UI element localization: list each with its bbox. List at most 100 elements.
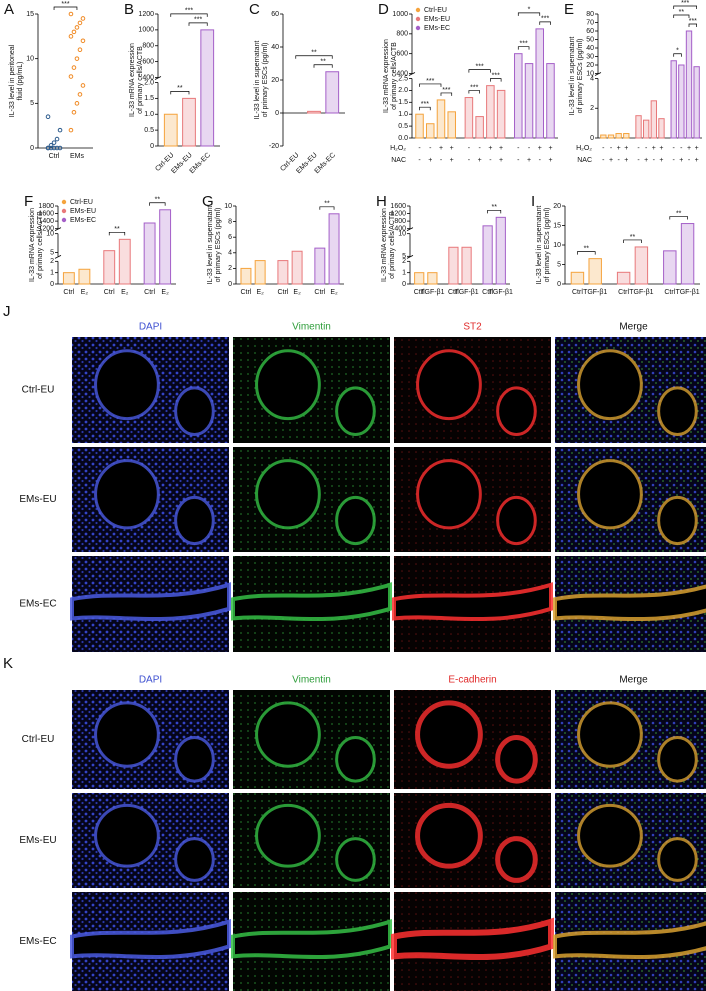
gland-outline (577, 701, 643, 768)
gland-outline (657, 736, 698, 783)
x-tick-label: TGF-β1 (420, 289, 444, 296)
y-tick-label: 5 (402, 253, 406, 260)
panel-letter: A (4, 1, 14, 18)
bar (535, 28, 545, 139)
bar (486, 85, 495, 139)
bar (314, 247, 326, 285)
panel-letter: D (378, 1, 389, 18)
y-tick-label: 0 (30, 145, 34, 152)
significance-bracket (539, 21, 551, 25)
bar (514, 53, 523, 139)
y-axis-label: of primary ESCs (pg/ml) (262, 43, 269, 118)
data-point (77, 47, 83, 53)
legend-swatch (415, 7, 421, 13)
significance-label: *** (470, 84, 478, 91)
x-tick-label: Ctrl (104, 289, 115, 296)
y-tick-label: 0 (50, 281, 54, 288)
treatment-mark: + (624, 145, 628, 152)
treatment-mark: - (673, 145, 676, 152)
y-tick-label: 50 (586, 36, 594, 43)
y-axis-label: IL-33 mRNA expression (383, 39, 390, 113)
treatment-mark: + (478, 157, 482, 164)
legend-label: EMs-EU (424, 16, 450, 23)
y-axis-label: IL-33 level in supernatant (569, 37, 576, 116)
significance-label: * (676, 48, 679, 55)
y-tick-label: 2 (590, 105, 594, 112)
treatment-mark: - (429, 145, 432, 152)
x-tick-label: Ctrl (448, 289, 459, 296)
significance-label: *** (689, 18, 697, 25)
y-tick-label: 10 (553, 242, 561, 249)
axis-break (54, 227, 62, 232)
axis-break (406, 227, 414, 232)
gland-outline (174, 837, 215, 882)
y-axis-label: IL-33 level in supernatant (254, 41, 261, 120)
significance-label: ** (676, 210, 682, 217)
significance-bracket (688, 23, 697, 27)
y-tick-label: 1200 (138, 11, 154, 18)
y-tick-label: 70 (586, 19, 594, 26)
significance-label: *** (426, 78, 434, 85)
panel-letter: B (124, 1, 134, 18)
bar (103, 250, 116, 285)
y-tick-label: 10 (586, 70, 594, 77)
lumen (391, 917, 554, 961)
gland-outline (335, 386, 376, 437)
treatment-mark: - (517, 157, 520, 164)
gland-outline (94, 459, 160, 530)
gland-outline (495, 735, 538, 784)
bar (607, 134, 615, 139)
panel: E IL-33 level in supernatant of primary ES… (564, 0, 702, 164)
significance-bracket (108, 231, 126, 236)
x-tick-label: E₂ (330, 289, 338, 296)
treatment-mark: + (624, 157, 628, 164)
y-tick-label: 0.5 (144, 127, 154, 134)
significance-bracket (53, 6, 78, 10)
significance-bracket (673, 53, 682, 57)
significance-bracket (669, 216, 688, 220)
significance-bracket (419, 106, 431, 111)
bar (658, 118, 665, 139)
treatment-mark: + (428, 157, 432, 164)
gland-outline (255, 349, 321, 421)
panel-letter: C (249, 1, 260, 18)
panel-letter: F (24, 193, 33, 210)
x-tick-label: Ctrl (144, 289, 155, 296)
treatment-mark: - (528, 145, 531, 152)
y-tick-label: 2 (228, 265, 232, 272)
axis-break (408, 72, 416, 76)
bar (670, 60, 677, 139)
significance-bracket (170, 13, 208, 17)
legend-label: EMs-EU (70, 208, 96, 215)
treatment-mark: + (687, 145, 691, 152)
panel: C IL-33 level in supernatant of primary ES… (249, 1, 345, 175)
bar (663, 250, 677, 285)
y-tick-label: 1000 (138, 27, 154, 34)
treatment-mark: - (653, 157, 656, 164)
treatment-mark: + (695, 157, 699, 164)
lumen (553, 921, 706, 960)
treatment-mark: + (548, 157, 552, 164)
column-header: DAPI (139, 322, 162, 333)
y-tick-label: 4 (228, 250, 232, 257)
y-tick-label: 600 (142, 58, 154, 65)
bar (277, 260, 289, 285)
bar (615, 133, 622, 139)
data-point (51, 145, 57, 151)
y-tick-label: 0.5 (398, 123, 408, 130)
data-point (57, 145, 63, 151)
bar (643, 119, 650, 139)
treatment-mark: - (478, 145, 481, 152)
y-tick-label: 1400 (38, 218, 54, 225)
column-header: Merge (619, 322, 648, 333)
bar (62, 272, 75, 285)
treatment-mark: - (468, 145, 471, 152)
data-point (71, 109, 77, 115)
x-tick-label: Ctrl (241, 289, 252, 296)
bar (325, 71, 340, 114)
bar (693, 66, 700, 139)
x-tick-label: E₂ (256, 289, 264, 296)
gland-outline (174, 495, 215, 546)
x-tick-label: TGF-β1 (583, 289, 607, 296)
